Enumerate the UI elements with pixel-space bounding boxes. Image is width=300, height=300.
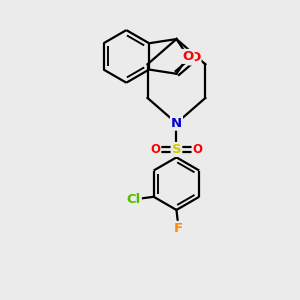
Text: O: O: [150, 143, 161, 156]
Text: Cl: Cl: [127, 193, 141, 206]
Text: O: O: [189, 52, 200, 64]
Text: O: O: [182, 50, 194, 63]
Text: N: N: [171, 117, 182, 130]
Text: S: S: [172, 143, 181, 156]
Text: F: F: [174, 222, 183, 235]
Text: O: O: [193, 143, 202, 156]
